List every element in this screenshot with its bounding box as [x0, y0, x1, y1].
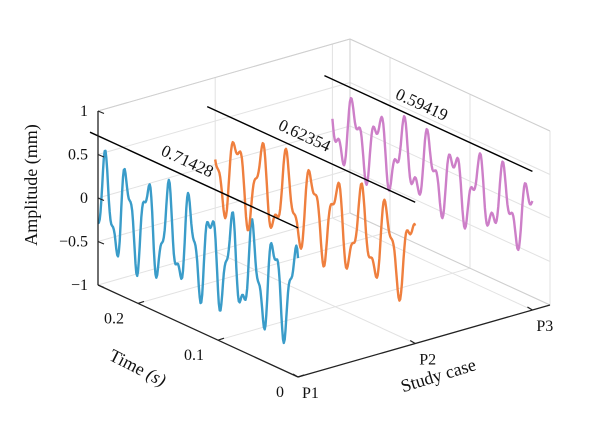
- z-axis-label: Amplitude (mm): [21, 124, 42, 245]
- side-wall-hgrid: [349, 82, 551, 175]
- z-tick: [97, 110, 105, 115]
- z-tick-label: −1: [71, 277, 88, 294]
- back-wall-hgrid: [97, 82, 351, 155]
- peak-line-p1: [89, 131, 299, 229]
- time-tick-label: 0.1: [184, 347, 204, 364]
- case-tick-label: P2: [419, 352, 436, 369]
- side-wall-hgrid: [349, 125, 551, 219]
- time-axis-line: [97, 284, 299, 378]
- z-tick: [97, 153, 105, 158]
- case-axis-label: Study case: [398, 354, 478, 396]
- box-edge: [349, 212, 551, 306]
- floor-grid-time: [137, 230, 391, 304]
- peak-line-p2: [206, 105, 416, 203]
- time-tick: [297, 374, 305, 378]
- time-axis-label: Time (s): [106, 345, 170, 391]
- case-tick-label: P3: [536, 318, 553, 335]
- floor-grid-time: [217, 267, 471, 341]
- case-tick: [527, 306, 533, 311]
- z-tick: [97, 197, 105, 202]
- z-tick-label: 0.5: [68, 147, 88, 164]
- time-tick: [137, 300, 145, 304]
- z-tick: [97, 240, 105, 245]
- box-edge: [97, 38, 351, 112]
- time-tick-label: 0.2: [104, 310, 124, 327]
- z-tick-label: 0: [80, 190, 88, 207]
- axis-layer: 1 0.5 0 −0.5 −1 0.2 0.1 0 P1 P2 P3: [59, 103, 553, 402]
- peak-label-p3: 0.59419: [393, 84, 451, 124]
- z-tick: [97, 284, 105, 289]
- series-line-p3: [331, 96, 534, 252]
- series-layer: [97, 96, 534, 345]
- floor-grid-case: [332, 217, 533, 311]
- case-axis-line: [297, 304, 551, 378]
- time-tick: [217, 337, 225, 341]
- z-tick-label: 1: [80, 103, 88, 120]
- box-edge: [349, 38, 551, 132]
- series-line-p1: [97, 149, 300, 345]
- time-tick-label: 0: [276, 384, 284, 401]
- case-tick: [409, 339, 416, 345]
- back-wall-hgrid: [97, 212, 351, 286]
- peak-line-p3: [324, 75, 533, 172]
- case-tick-label: P1: [302, 385, 319, 402]
- series-line-p2: [214, 141, 417, 302]
- case-tick: [292, 373, 299, 378]
- peak-label-p1: 0.71428: [158, 141, 216, 181]
- z-tick-label: −0.5: [59, 234, 88, 251]
- back-wall-hgrid: [97, 125, 351, 199]
